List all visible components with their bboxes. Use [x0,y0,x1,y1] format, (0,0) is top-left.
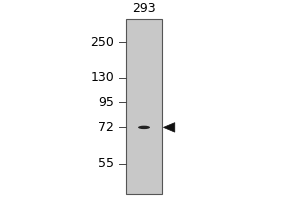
Text: 95: 95 [98,96,114,109]
Text: 293: 293 [132,2,156,15]
Text: 55: 55 [98,157,114,170]
Bar [126,19,162,194]
Text: 72: 72 [98,121,114,134]
Ellipse shape [138,126,150,129]
Text: 130: 130 [90,71,114,84]
Polygon shape [164,123,175,132]
Text: 250: 250 [90,36,114,49]
